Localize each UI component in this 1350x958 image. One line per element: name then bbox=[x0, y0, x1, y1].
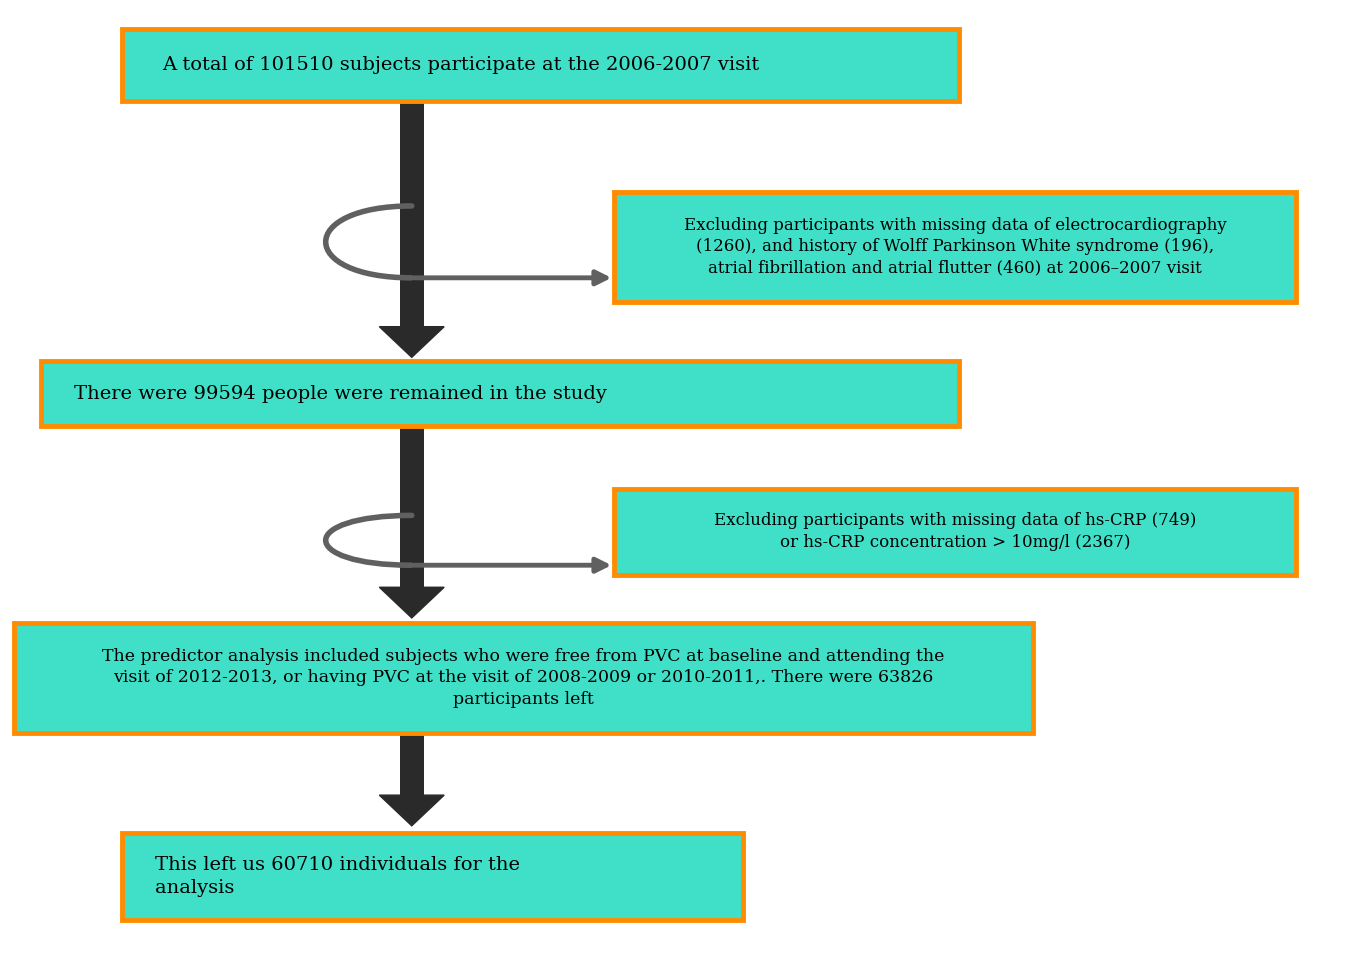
FancyBboxPatch shape bbox=[400, 428, 424, 591]
Text: This left us 60710 individuals for the
analysis: This left us 60710 individuals for the a… bbox=[155, 856, 520, 897]
FancyBboxPatch shape bbox=[122, 29, 958, 101]
Text: Excluding participants with missing data of hs-CRP (749)
or hs-CRP concentration: Excluding participants with missing data… bbox=[714, 513, 1196, 551]
FancyBboxPatch shape bbox=[614, 489, 1296, 575]
FancyBboxPatch shape bbox=[40, 361, 958, 426]
Polygon shape bbox=[379, 327, 444, 357]
FancyBboxPatch shape bbox=[122, 833, 743, 920]
Text: A total of 101510 subjects participate at the 2006-2007 visit: A total of 101510 subjects participate a… bbox=[162, 56, 759, 74]
FancyBboxPatch shape bbox=[400, 103, 424, 331]
FancyBboxPatch shape bbox=[400, 735, 424, 799]
FancyBboxPatch shape bbox=[614, 192, 1296, 302]
Text: There were 99594 people were remained in the study: There were 99594 people were remained in… bbox=[74, 385, 608, 402]
Text: The predictor analysis included subjects who were free from PVC at baseline and : The predictor analysis included subjects… bbox=[103, 648, 944, 708]
Polygon shape bbox=[379, 587, 444, 618]
Polygon shape bbox=[379, 795, 444, 826]
Text: Excluding participants with missing data of electrocardiography
(1260), and hist: Excluding participants with missing data… bbox=[683, 217, 1227, 277]
FancyBboxPatch shape bbox=[14, 623, 1033, 733]
